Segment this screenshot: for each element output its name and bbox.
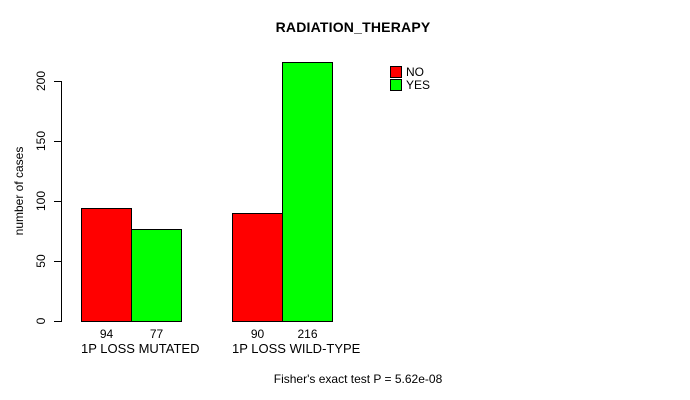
- y-tick-mark: [54, 81, 61, 82]
- y-tick-mark: [54, 321, 61, 322]
- legend: NO YES: [390, 65, 430, 91]
- y-axis-label: number of cases: [12, 146, 26, 236]
- legend-entry: NO: [390, 65, 430, 78]
- legend-swatch-icon: [390, 78, 402, 91]
- y-tick-label: 150: [34, 130, 48, 152]
- bar-value-label: 77: [149, 327, 164, 341]
- y-tick-mark: [54, 261, 61, 262]
- annotation-text: Fisher's exact test P = 5.62e-08: [273, 372, 443, 386]
- y-tick-mark: [54, 141, 61, 142]
- y-tick-label: 0: [34, 317, 48, 325]
- category-label: 1P LOSS MUTATED: [81, 341, 200, 356]
- legend-entry: YES: [390, 78, 430, 91]
- legend-swatch-icon: [390, 65, 402, 78]
- legend-label: NO: [406, 64, 424, 79]
- bar-value-label: 94: [99, 327, 114, 341]
- bar-value-label: 216: [297, 327, 318, 341]
- y-tick-label: 100: [34, 190, 48, 212]
- category-label: 1P LOSS WILD-TYPE: [232, 341, 361, 356]
- bar-no-1: [232, 213, 283, 322]
- chart-title: RADIATION_THERAPY: [275, 19, 431, 35]
- y-tick-label: 50: [34, 254, 48, 268]
- bar-yes-0: [131, 229, 182, 322]
- legend-label: YES: [406, 77, 431, 92]
- bar-value-label: 90: [250, 327, 265, 341]
- y-tick-mark: [54, 201, 61, 202]
- y-axis-line: [61, 81, 62, 322]
- y-tick-label: 200: [34, 70, 48, 92]
- bar-yes-1: [282, 62, 333, 322]
- bar-no-0: [81, 208, 132, 322]
